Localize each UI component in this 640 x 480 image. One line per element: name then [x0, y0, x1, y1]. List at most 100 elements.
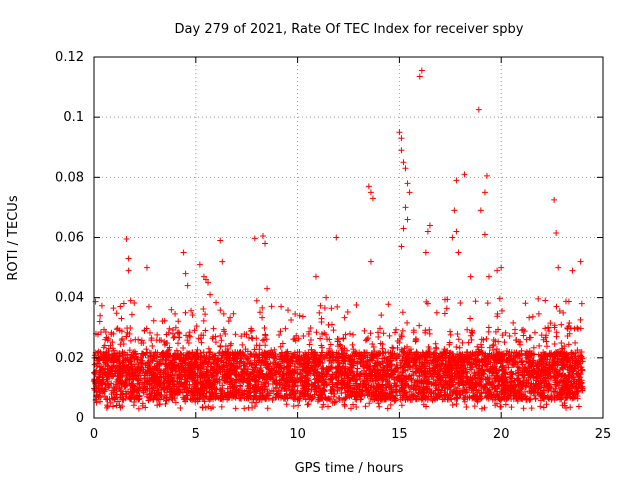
data-point: [531, 329, 538, 336]
data-point: [138, 340, 145, 347]
data-point: [218, 403, 225, 410]
data-point: [412, 337, 419, 344]
data-point: [149, 342, 156, 349]
data-point: [375, 329, 382, 336]
data-point: [502, 401, 509, 408]
data-point: [128, 311, 135, 318]
data-point: [399, 327, 406, 334]
data-point: [493, 345, 500, 352]
data-point: [210, 325, 217, 332]
data-point: [567, 325, 574, 332]
data-point: [578, 300, 585, 307]
data-point: [135, 405, 142, 412]
data-point: [369, 341, 376, 348]
data-point: [558, 321, 565, 328]
data-point: [334, 303, 341, 310]
data-point: [459, 339, 466, 346]
data-point: [457, 300, 464, 307]
data-point: [354, 365, 361, 372]
data-point: [490, 346, 497, 353]
data-point: [410, 327, 417, 334]
data-point: [496, 295, 503, 302]
data-point: [566, 319, 573, 326]
data-point: [579, 358, 586, 365]
data-point: [276, 332, 283, 339]
data-point: [278, 303, 285, 310]
data-point: [261, 325, 268, 332]
data-point: [348, 405, 355, 412]
data-point: [519, 357, 526, 364]
data-point: [98, 302, 105, 309]
data-point: [304, 401, 311, 408]
data-point: [522, 300, 529, 307]
data-point: [215, 350, 222, 357]
data-point: [433, 309, 440, 316]
data-point: [97, 398, 104, 405]
data-point: [501, 339, 508, 346]
data-point: [156, 400, 163, 407]
data-point: [119, 335, 126, 342]
data-point: [109, 339, 116, 346]
data-point: [387, 401, 394, 408]
data-point: [414, 377, 421, 384]
data-point: [328, 321, 335, 328]
data-point: [227, 314, 234, 321]
data-point: [398, 331, 405, 338]
data-point: [96, 318, 103, 325]
data-point: [521, 328, 528, 335]
data-point: [212, 339, 219, 346]
data-point: [156, 383, 163, 390]
data-point: [508, 404, 515, 411]
data-point: [556, 308, 563, 315]
data-point: [412, 386, 419, 393]
data-point: [512, 326, 519, 333]
data-point: [494, 313, 501, 320]
data-point: [447, 331, 454, 338]
data-point: [104, 403, 111, 410]
data-point: [495, 326, 502, 333]
data-point: [382, 377, 389, 384]
data-point: [396, 351, 403, 358]
data-point: [220, 310, 227, 317]
data-point: [510, 319, 517, 326]
data-point: [313, 329, 320, 336]
data-point: [149, 385, 156, 392]
data-point: [126, 347, 133, 354]
data-point: [535, 295, 542, 302]
data-point: [217, 307, 224, 314]
data-point: [113, 310, 120, 317]
data-point: [350, 401, 357, 408]
data-point: [447, 328, 454, 335]
data-point: [543, 401, 550, 408]
data-point: [133, 353, 140, 360]
data-point: [165, 329, 172, 336]
data-point: [131, 300, 138, 307]
data-point: [172, 310, 179, 317]
data-point: [268, 303, 275, 310]
data-point: [485, 324, 492, 331]
data-point: [468, 336, 475, 343]
data-point: [321, 304, 328, 311]
data-point: [553, 333, 560, 340]
data-point: [499, 307, 506, 314]
data-point: [154, 331, 161, 338]
data-point: [228, 340, 235, 347]
data-point: [505, 350, 512, 357]
data-point: [384, 405, 391, 412]
data-point: [264, 405, 271, 412]
data-point: [262, 331, 269, 338]
data-point: [350, 346, 357, 353]
data-point: [259, 314, 266, 321]
data-point: [577, 325, 584, 332]
data-point: [443, 379, 450, 386]
data-point: [198, 339, 205, 346]
data-point: [328, 305, 335, 312]
data-point: [306, 341, 313, 348]
data-point: [561, 343, 568, 350]
data-point: [302, 396, 309, 403]
data-point: [558, 372, 565, 379]
data-point: [455, 336, 462, 343]
data-point: [161, 338, 168, 345]
data-point: [562, 298, 569, 305]
data-point: [101, 342, 108, 349]
